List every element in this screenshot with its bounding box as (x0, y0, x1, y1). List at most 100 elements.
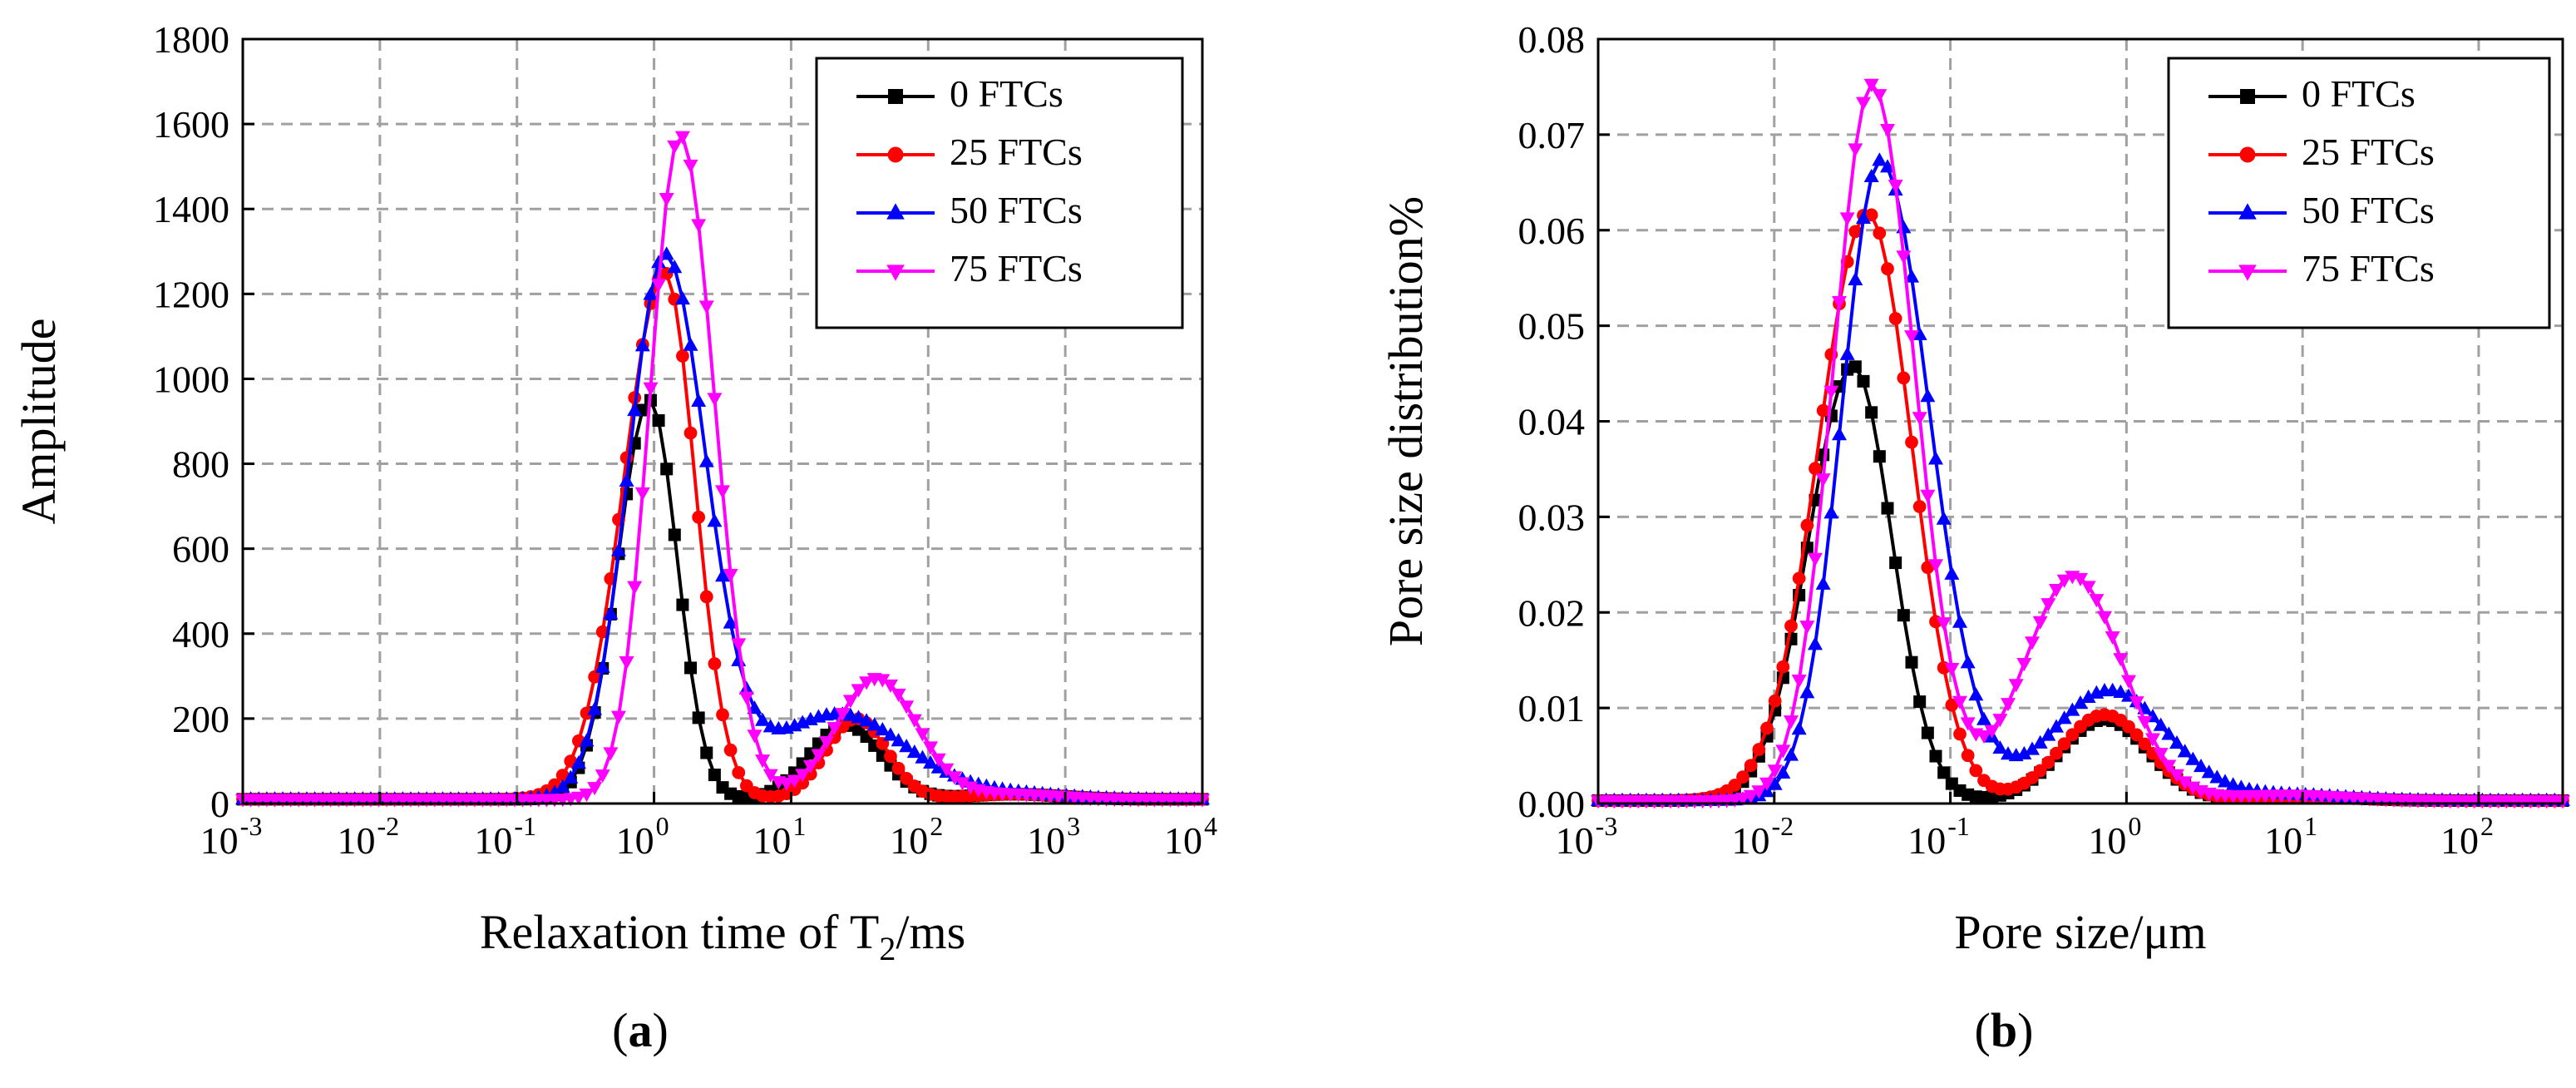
y-tick-label: 0.02 (1518, 591, 1586, 634)
data-point (2169, 769, 2184, 783)
data-point (2121, 675, 2136, 689)
data-point (555, 779, 570, 793)
x-tick-exponent: 0 (656, 811, 669, 841)
data-point (1752, 743, 1766, 756)
data-point (732, 765, 746, 779)
data-point (1904, 330, 1919, 344)
data-point (1953, 727, 1967, 741)
panel-caption: (a) (612, 1003, 669, 1057)
data-point (2194, 758, 2208, 773)
x-tick-exponent: -1 (514, 811, 536, 841)
data-point (1800, 518, 1814, 532)
data-point (603, 606, 619, 620)
data-point (683, 426, 698, 440)
data-point (1960, 655, 1976, 669)
legend-item: 0 FTCs (856, 72, 1063, 115)
series-75-ftcs (1591, 78, 2570, 809)
data-point (1920, 489, 1936, 503)
data-point (835, 708, 851, 722)
data-point (923, 741, 939, 755)
data-point (1848, 143, 1863, 157)
y-tick-label: 1200 (153, 273, 229, 315)
legend-label: 0 FTCs (2302, 72, 2416, 115)
data-point (875, 674, 891, 688)
x-tick-exponent: -3 (240, 811, 263, 841)
legend-marker (2240, 89, 2255, 104)
data-point (610, 542, 626, 556)
data-point (1873, 450, 1886, 463)
data-point (588, 670, 602, 684)
data-point (2065, 702, 2080, 716)
legend-label: 75 FTCs (2302, 247, 2435, 289)
data-point (1784, 619, 1798, 633)
caption-letter: a (629, 1003, 653, 1057)
data-point (651, 255, 667, 269)
data-point (755, 712, 771, 726)
legend-item: 50 FTCs (2208, 189, 2435, 231)
data-point (1816, 403, 1830, 418)
data-point (2032, 616, 2048, 630)
data-point (1961, 749, 1975, 763)
legend-item: 75 FTCs (2208, 247, 2435, 289)
data-point (619, 472, 634, 487)
data-point (2105, 631, 2120, 645)
data-point (1760, 721, 1774, 735)
data-point (2169, 735, 2184, 749)
data-point (1744, 759, 1758, 773)
data-point (1728, 779, 1742, 792)
x-axis-title-subscript: 2 (879, 930, 896, 967)
data-point (692, 711, 705, 725)
legend-label: 75 FTCs (950, 247, 1083, 289)
data-point (595, 659, 610, 673)
data-point (1976, 711, 1991, 725)
data-point (955, 777, 970, 791)
legend-label: 50 FTCs (2302, 189, 2435, 231)
data-point (667, 260, 683, 274)
data-point (1952, 614, 1967, 628)
x-tick-label: 10-1 (474, 811, 536, 862)
data-point (2041, 755, 2055, 769)
legend-box (815, 57, 1184, 329)
data-point (1937, 766, 1951, 779)
data-point (2049, 583, 2064, 598)
data-point (1936, 617, 1952, 631)
y-axis-title: Pore size distribution% (1379, 196, 1433, 646)
data-point (1775, 744, 1791, 759)
data-point (2138, 737, 2152, 751)
data-point (1848, 271, 1863, 286)
chart-panel-a: 10-3 10-2 10-1 100 101 102 103 1040200400600800… (12, 18, 1217, 1057)
chart-panel-b: 10-3 10-2 10-1 100 101 1020.000.010.020.030.0… (1379, 18, 2570, 1057)
data-point (755, 754, 771, 769)
x-tick-label: 10-3 (1556, 811, 1618, 862)
data-point (1881, 262, 1894, 276)
data-point (2065, 728, 2080, 742)
data-point (1751, 785, 1767, 799)
data-point (579, 733, 595, 747)
data-point (2033, 764, 2047, 778)
data-point (946, 771, 962, 785)
data-point (1889, 556, 1902, 570)
data-point (2080, 581, 2096, 595)
data-point (1863, 78, 1879, 92)
data-point (1992, 714, 2008, 728)
data-point (1791, 721, 1807, 735)
data-point (2185, 751, 2201, 765)
series-75-ftcs (235, 131, 1210, 808)
y-tick-label: 800 (172, 443, 229, 486)
data-point (1992, 740, 2008, 754)
data-point (1936, 511, 1952, 525)
x-tick-label: 10-2 (338, 811, 400, 862)
data-point (674, 291, 690, 305)
data-point (676, 349, 689, 363)
data-point (643, 286, 659, 300)
data-point (891, 688, 906, 703)
data-point (2016, 658, 2032, 672)
data-point (906, 744, 922, 759)
y-tick-label: 400 (172, 613, 229, 655)
data-point (2025, 741, 2040, 755)
y-tick-label: 1600 (153, 103, 229, 146)
data-point (875, 721, 891, 736)
data-point (1888, 312, 1902, 325)
data-point (802, 759, 818, 774)
data-point (2008, 679, 2024, 693)
